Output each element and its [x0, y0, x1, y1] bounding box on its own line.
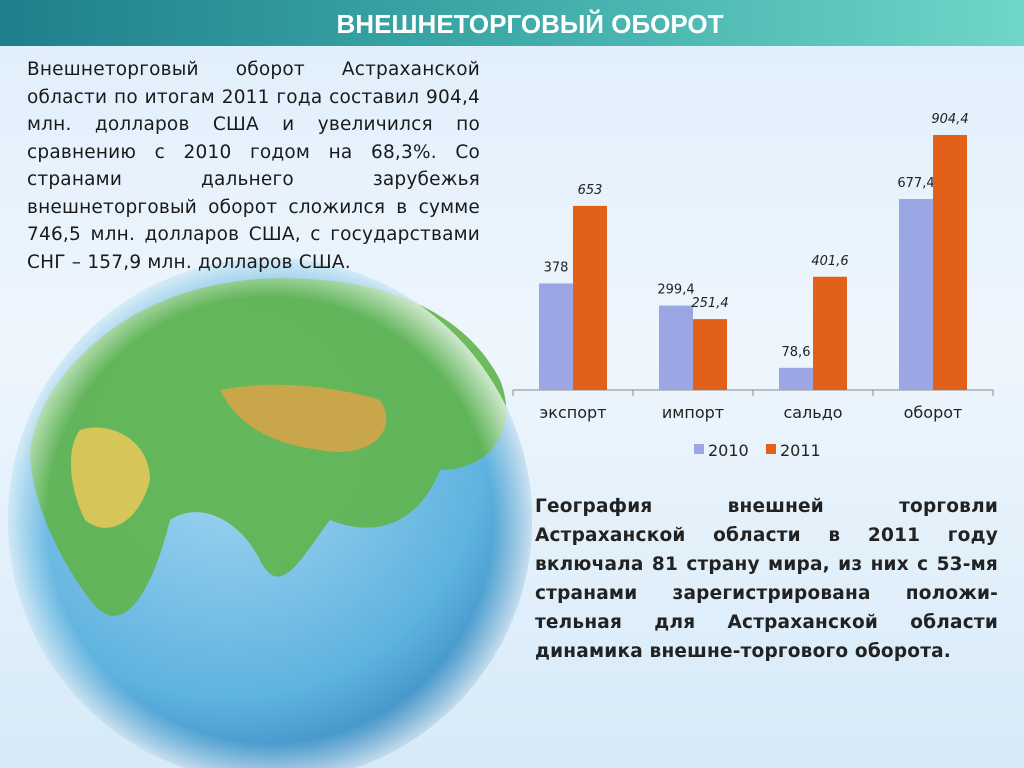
value-label: 78,6: [782, 345, 811, 360]
paragraph: География внешней торговли Астраханской …: [535, 496, 998, 662]
bar: [659, 305, 693, 390]
paragraph: Внешнеторговый оборот Астраханской облас…: [27, 59, 480, 273]
x-tick-label: экспорт: [540, 403, 607, 422]
bar: [779, 367, 813, 390]
value-label: 251,4: [691, 296, 728, 311]
legend-label: 2011: [780, 441, 821, 460]
bar: [813, 276, 847, 390]
slide-title: ВНЕШНЕТОРГОВЫЙ ОБОРОТ: [336, 9, 724, 39]
value-label: 677,4: [897, 176, 934, 191]
bar: [933, 135, 967, 390]
legend-swatch: [766, 444, 776, 454]
x-tick-label: сальдо: [783, 403, 842, 422]
bar: [899, 199, 933, 390]
value-label: 401,6: [811, 254, 848, 269]
value-label: 904,4: [931, 112, 968, 127]
legend-label: 2010: [708, 441, 749, 460]
x-tick-label: оборот: [904, 403, 963, 422]
value-label: 378: [544, 260, 569, 275]
value-label: 653: [578, 183, 603, 198]
value-label: 299,4: [657, 283, 694, 298]
legend-swatch: [694, 444, 704, 454]
bar: [539, 283, 573, 390]
title-bar: [0, 0, 1024, 46]
bar: [693, 319, 727, 390]
x-tick-label: импорт: [662, 403, 724, 422]
bar: [573, 205, 607, 390]
globe-rim: [8, 258, 532, 768]
